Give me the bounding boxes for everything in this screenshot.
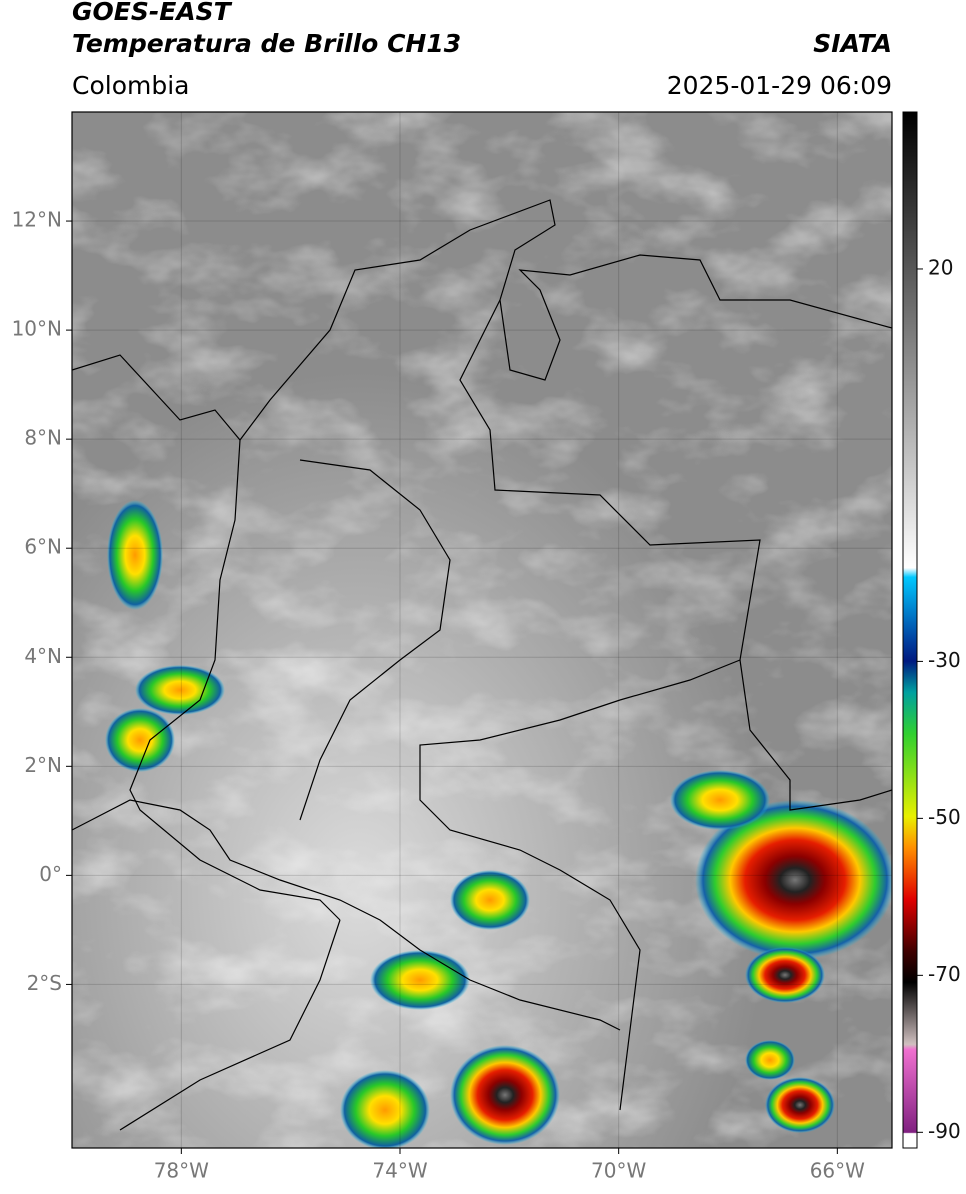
y-tick-label: 0° [39,862,62,886]
y-tick-label: 2°N [24,753,62,777]
subtitle: Temperatura de Brillo CH13 [72,29,461,58]
colorbar-tick-label: -50 [928,805,961,829]
grid [72,112,892,1148]
y-tick-label: 12°N [12,208,62,232]
colorbar [902,111,918,1149]
y-tick-label: 2°S [27,971,62,995]
x-tick-label: 66°W [810,1159,865,1183]
satellite-image [72,112,892,1148]
x-tick-label: 70°W [591,1159,646,1183]
title: GOES-EAST [72,0,233,26]
colorbar-tick-label: -70 [928,962,961,986]
y-tick-label: 4°N [24,644,62,668]
colorbar-tick-label: -90 [928,1119,961,1143]
map-frame [71,111,893,1149]
colorbar-tick-label: -30 [928,648,961,672]
y-tick-label: 10°N [12,317,62,341]
source: SIATA [813,29,892,58]
x-tick-label: 74°W [372,1159,427,1183]
y-tick-label: 6°N [24,535,62,559]
datetime: 2025-01-29 06:09 [667,71,892,100]
region: Colombia [72,71,189,100]
y-tick-label: 8°N [24,426,62,450]
colorbar-tick-label: 20 [928,255,953,279]
x-tick-label: 78°W [154,1159,209,1183]
